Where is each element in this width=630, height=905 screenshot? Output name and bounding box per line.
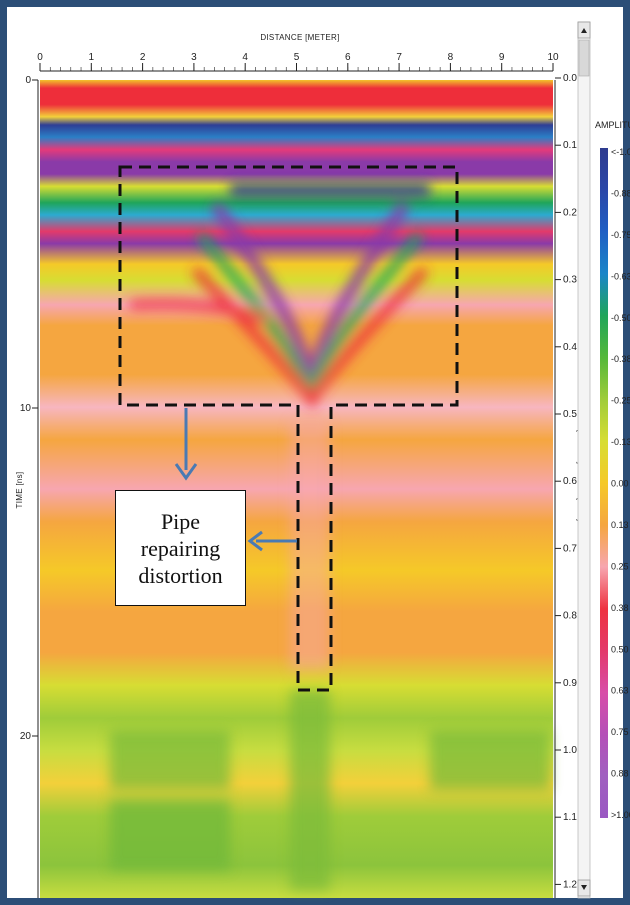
right-axis-ticks: 0.0 0.1 0.2 0.3 0.4 0.5 0.6 0.7 0.8 0.9 1.0 1.1 1.2 <box>555 73 577 890</box>
x-tick-label: 10 <box>547 52 559 63</box>
colorbar-labels: <-1.00 -0.88 -0.75 -0.63 -0.50 -0.38 -0.25 -0.1… <box>611 147 630 820</box>
x-tick-label: 0 <box>37 52 43 63</box>
colorbar-label: -0.13 <box>611 437 630 447</box>
x-tick-label: 8 <box>448 52 454 63</box>
callout-line-1: Pipe <box>160 508 201 534</box>
pipe-hyperbola <box>129 183 430 410</box>
colorbar-label: -0.88 <box>611 188 630 198</box>
left-tick-label: 0 <box>25 75 31 86</box>
colorbar-label: 0.25 <box>611 561 629 571</box>
colorbar <box>600 148 608 818</box>
right-tick-label: 1.0 <box>563 745 577 756</box>
right-tick-label: 0.0 <box>563 73 577 84</box>
colorbar-label: 0.38 <box>611 603 629 613</box>
right-tick-label: 0.2 <box>563 207 577 218</box>
lower-green-zones <box>110 420 550 890</box>
x-axis-title: DISTANCE [METER] <box>260 33 339 42</box>
x-tick-label: 6 <box>345 52 351 63</box>
left-axis-title: TIME [ns] <box>15 472 24 509</box>
right-tick-label: 0.5 <box>563 409 577 420</box>
colorbar-label: >1.00 <box>611 810 630 820</box>
left-arrow <box>247 530 297 552</box>
left-tick-label: 20 <box>20 731 32 742</box>
right-tick-label: 0.6 <box>563 476 577 487</box>
colorbar-label: 0.63 <box>611 686 629 696</box>
right-tick-label: 1.1 <box>563 812 577 823</box>
callout-line-2: repairing <box>140 535 221 561</box>
scroll-down-arrow-icon <box>581 885 587 890</box>
x-tick-label: 1 <box>89 52 95 63</box>
scrollbar-thumb[interactable] <box>578 39 590 77</box>
colorbar-label: <-1.00 <box>611 147 630 157</box>
scrollbar-track[interactable] <box>577 21 591 899</box>
right-tick-label: 0.3 <box>563 275 577 286</box>
callout-line-3: distortion <box>138 562 223 588</box>
scroll-up-arrow-icon <box>581 28 587 33</box>
callout-box: Pipe repairing distortion <box>115 490 246 606</box>
colorbar-label: -0.50 <box>611 313 630 323</box>
right-tick-label: 0.1 <box>563 140 577 151</box>
colorbar-title: AMPLITUDE <box>595 120 630 130</box>
colorbar-label: -0.25 <box>611 396 630 406</box>
colorbar-label: 0.13 <box>611 520 629 530</box>
x-tick-label: 3 <box>191 52 197 63</box>
colorbar-label: 0.75 <box>611 727 629 737</box>
right-tick-label: 1.2 <box>563 879 577 890</box>
right-tick-label: 0.8 <box>563 611 577 622</box>
left-axis-ticks: 0 10 20 <box>20 75 38 742</box>
x-tick-label: 4 <box>242 52 248 63</box>
left-tick-label: 10 <box>20 403 32 414</box>
down-arrow <box>174 408 198 481</box>
colorbar-label: -0.38 <box>611 354 630 364</box>
colorbar-label: 0.00 <box>611 479 629 489</box>
x-tick-label: 7 <box>396 52 402 63</box>
x-tick-label: 2 <box>140 52 146 63</box>
x-tick-label: 5 <box>294 52 300 63</box>
right-tick-label: 0.9 <box>563 678 577 689</box>
right-tick-label: 0.4 <box>563 342 577 353</box>
x-tick-label: 9 <box>499 52 505 63</box>
colorbar-label: -0.63 <box>611 271 630 281</box>
colorbar-label: 0.88 <box>611 769 629 779</box>
x-axis-ticks: 0 1 2 3 4 5 6 7 8 9 10 <box>37 52 559 71</box>
colorbar-label: -0.75 <box>611 230 630 240</box>
right-tick-label: 0.7 <box>563 543 577 554</box>
colorbar-label: 0.50 <box>611 644 629 654</box>
